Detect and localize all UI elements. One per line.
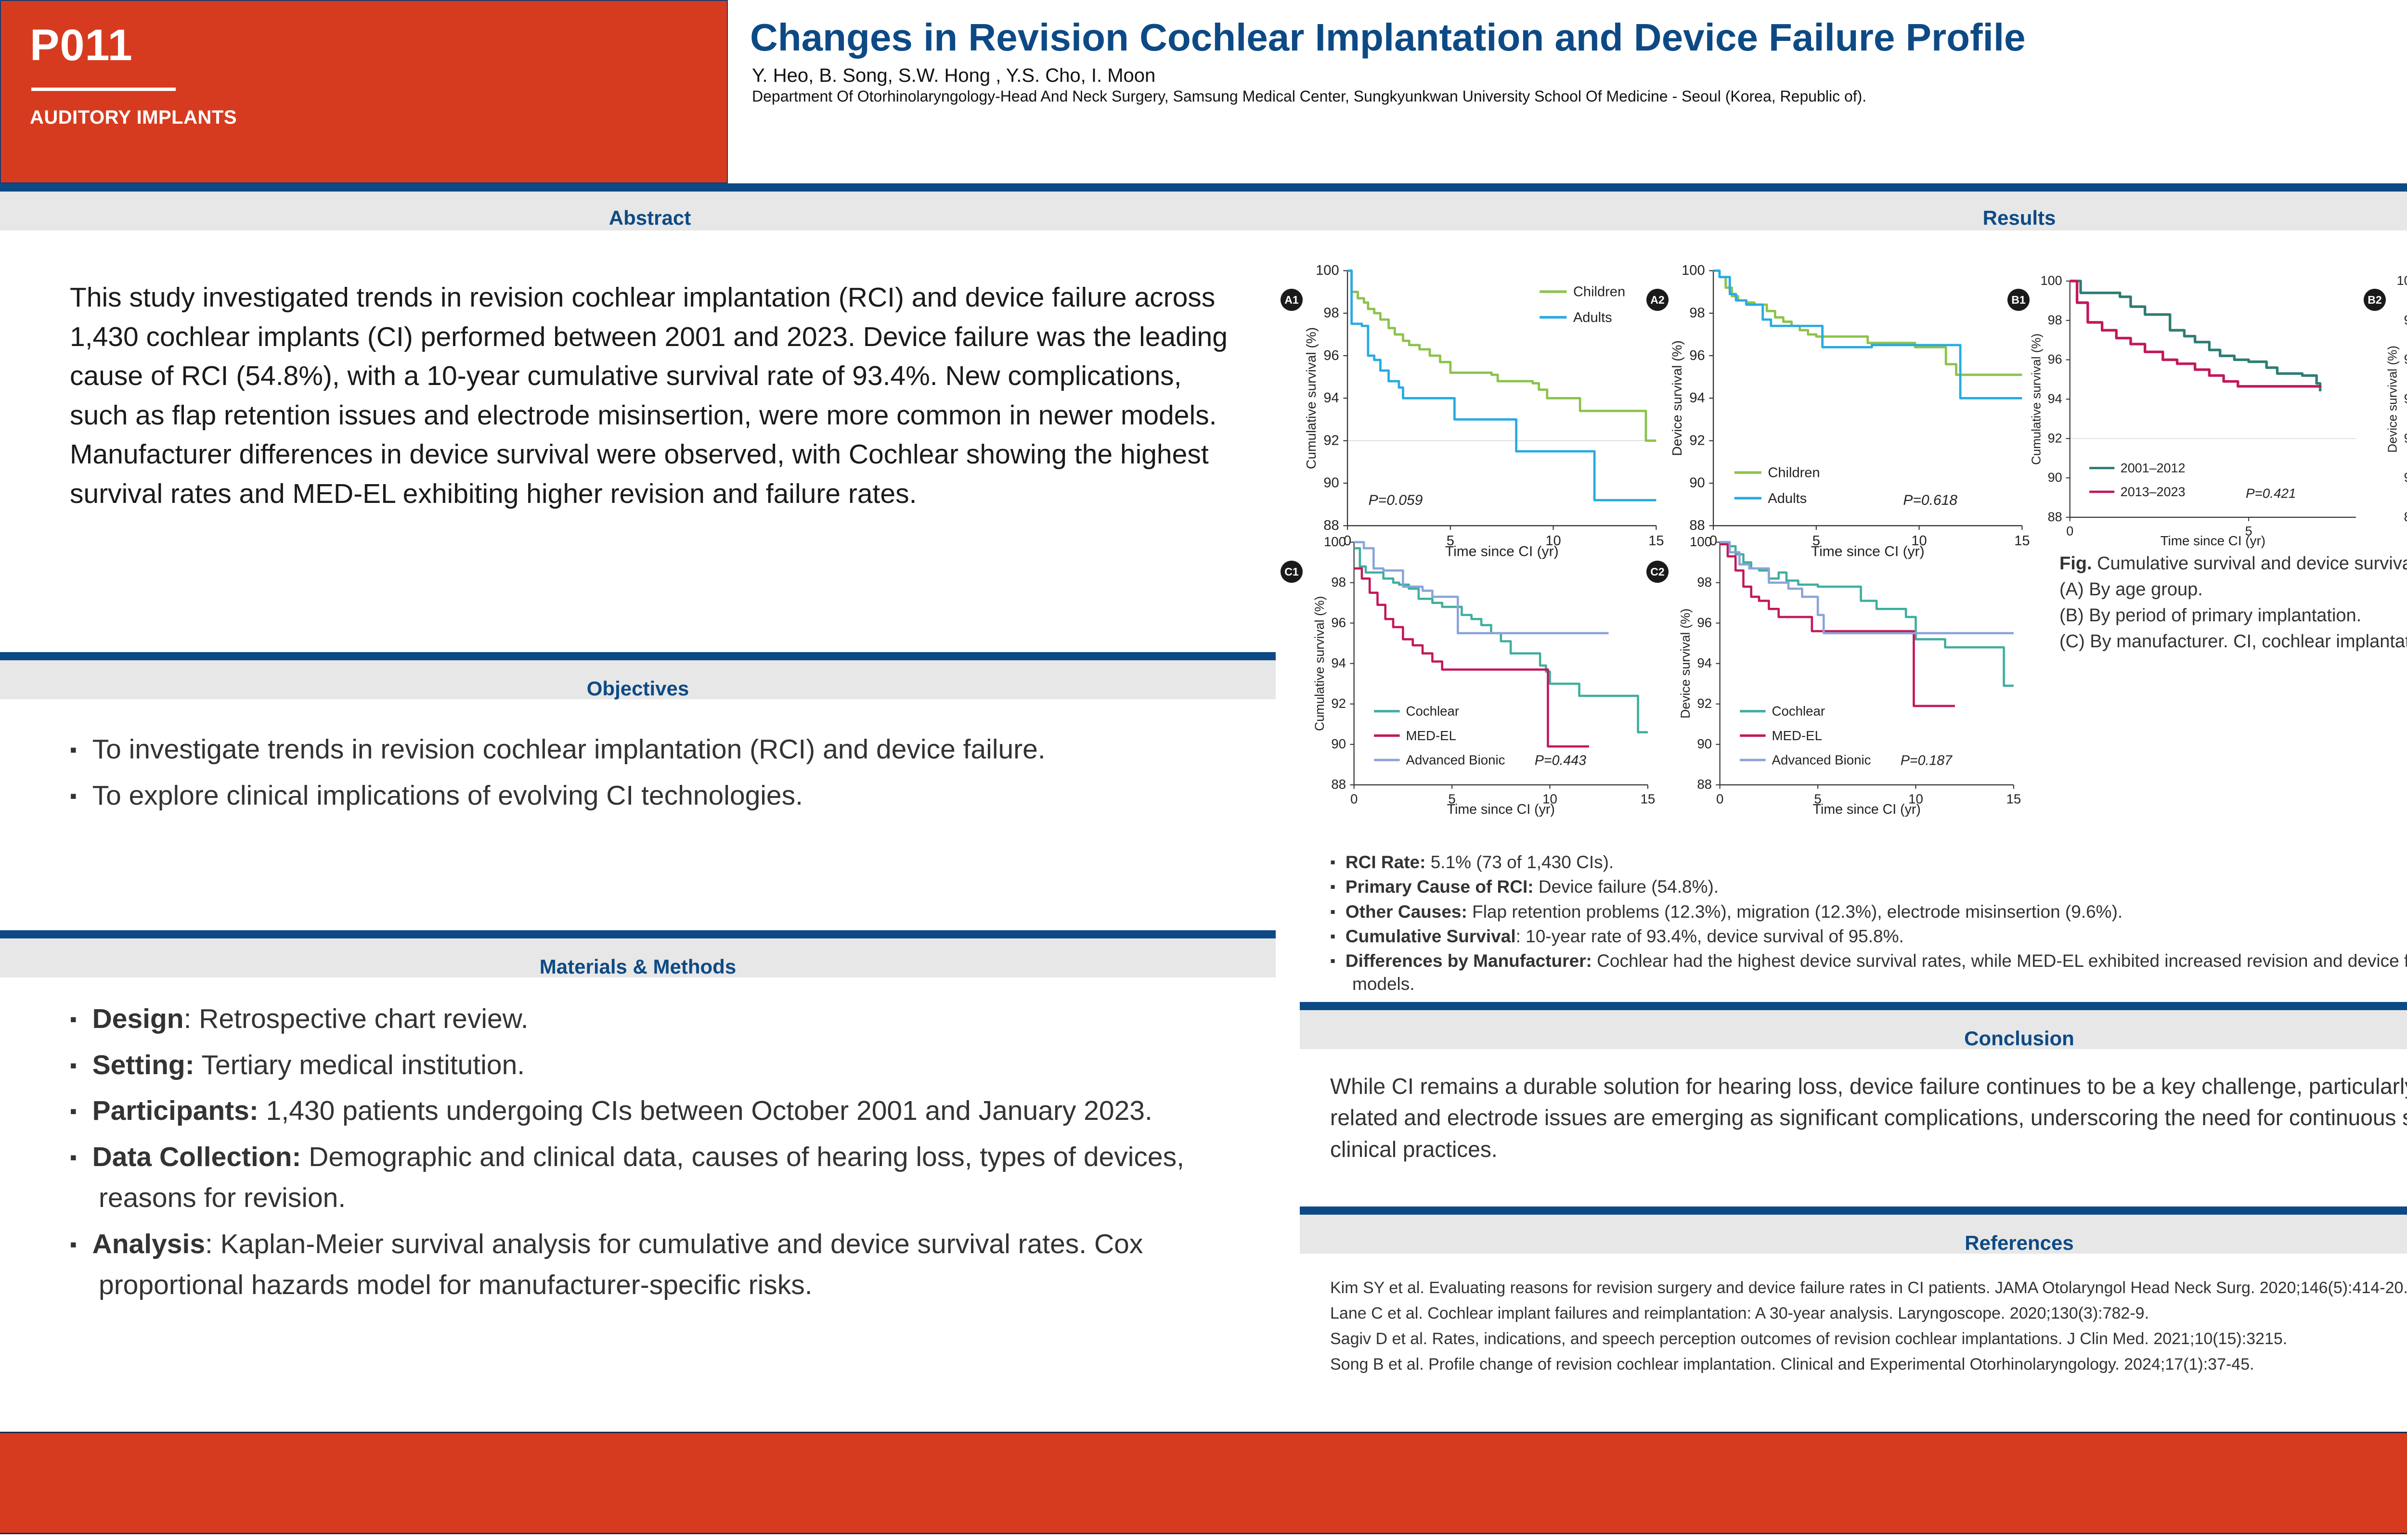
svg-text:Cochlear: Cochlear xyxy=(1772,704,1825,719)
svg-text:90: 90 xyxy=(1689,475,1705,491)
svg-text:92: 92 xyxy=(1697,696,1712,711)
svg-text:94: 94 xyxy=(1689,390,1705,406)
svg-text:2013–2023: 2013–2023 xyxy=(2121,485,2186,499)
svg-text:94: 94 xyxy=(2048,392,2062,406)
svg-text:Time since CI (yr): Time since CI (yr) xyxy=(1813,802,1921,817)
svg-text:92: 92 xyxy=(1323,433,1339,448)
svg-text:96: 96 xyxy=(1331,615,1346,630)
svg-text:94: 94 xyxy=(2404,392,2407,406)
svg-text:Adults: Adults xyxy=(1573,310,1612,325)
svg-text:P=0.187: P=0.187 xyxy=(1901,753,1953,768)
svg-text:0: 0 xyxy=(1350,792,1358,807)
svg-text:90: 90 xyxy=(1323,475,1339,491)
svg-text:Cochlear: Cochlear xyxy=(1406,704,1460,719)
svg-text:15: 15 xyxy=(1641,792,1656,807)
svg-text:94: 94 xyxy=(1323,390,1339,406)
svg-text:MED-EL: MED-EL xyxy=(1406,728,1456,743)
svg-text:Device survival (%): Device survival (%) xyxy=(2385,346,2400,453)
svg-text:98: 98 xyxy=(1331,575,1346,590)
svg-text:Advanced Bionic: Advanced Bionic xyxy=(1772,752,1871,767)
svg-text:98: 98 xyxy=(2404,313,2407,327)
svg-text:Cumulative survival (%): Cumulative survival (%) xyxy=(1304,327,1319,469)
svg-text:98: 98 xyxy=(2048,313,2062,327)
svg-text:94: 94 xyxy=(1331,655,1346,670)
svg-text:88: 88 xyxy=(1689,518,1705,533)
svg-text:MED-EL: MED-EL xyxy=(1772,728,1822,743)
svg-text:0: 0 xyxy=(2066,524,2073,539)
svg-text:90: 90 xyxy=(2048,470,2062,485)
svg-text:Device survival (%): Device survival (%) xyxy=(1678,608,1693,719)
svg-text:100: 100 xyxy=(1324,534,1346,549)
svg-text:Children: Children xyxy=(1768,465,1820,481)
svg-text:100: 100 xyxy=(1682,263,1705,278)
svg-text:Device survival (%): Device survival (%) xyxy=(1669,340,1684,456)
svg-text:92: 92 xyxy=(2404,431,2407,445)
svg-text:100: 100 xyxy=(2397,273,2407,288)
svg-text:98: 98 xyxy=(1689,306,1705,321)
svg-text:P=0.421: P=0.421 xyxy=(2246,486,2296,500)
svg-text:98: 98 xyxy=(1323,306,1339,321)
svg-text:P=0.443: P=0.443 xyxy=(1535,753,1586,768)
svg-text:15: 15 xyxy=(2006,792,2021,807)
svg-text:100: 100 xyxy=(2041,273,2062,288)
svg-text:0: 0 xyxy=(1716,792,1723,807)
svg-text:96: 96 xyxy=(1689,348,1705,363)
svg-text:96: 96 xyxy=(2404,352,2407,367)
svg-text:96: 96 xyxy=(1323,348,1339,363)
svg-text:94: 94 xyxy=(1697,655,1712,670)
svg-text:Adults: Adults xyxy=(1768,491,1807,506)
svg-text:96: 96 xyxy=(2048,352,2062,367)
svg-text:Time since CI (yr): Time since CI (yr) xyxy=(1447,802,1555,817)
svg-text:92: 92 xyxy=(2048,431,2062,445)
svg-text:P=0.618: P=0.618 xyxy=(1903,492,1957,508)
svg-text:Time since CI (yr): Time since CI (yr) xyxy=(2161,533,2265,548)
svg-text:90: 90 xyxy=(2404,470,2407,485)
svg-text:90: 90 xyxy=(1331,736,1346,751)
svg-text:Advanced Bionic: Advanced Bionic xyxy=(1406,752,1505,767)
svg-text:Cumulative survival (%): Cumulative survival (%) xyxy=(1312,596,1327,731)
svg-text:Cumulative survival (%): Cumulative survival (%) xyxy=(2029,334,2044,465)
svg-text:90: 90 xyxy=(1697,736,1712,751)
svg-text:P=0.059: P=0.059 xyxy=(1369,492,1423,508)
svg-text:100: 100 xyxy=(1316,263,1339,278)
svg-text:88: 88 xyxy=(1323,518,1339,533)
svg-text:88: 88 xyxy=(1697,777,1712,792)
svg-text:92: 92 xyxy=(1331,696,1346,711)
svg-text:88: 88 xyxy=(2404,510,2407,524)
svg-text:96: 96 xyxy=(1697,615,1712,630)
svg-text:98: 98 xyxy=(1697,575,1712,590)
svg-text:88: 88 xyxy=(2048,510,2062,524)
svg-text:100: 100 xyxy=(1690,534,1712,549)
svg-text:88: 88 xyxy=(1331,777,1346,792)
svg-text:2001–2012: 2001–2012 xyxy=(2121,461,2186,475)
svg-text:Children: Children xyxy=(1573,284,1625,300)
svg-text:92: 92 xyxy=(1689,433,1705,448)
